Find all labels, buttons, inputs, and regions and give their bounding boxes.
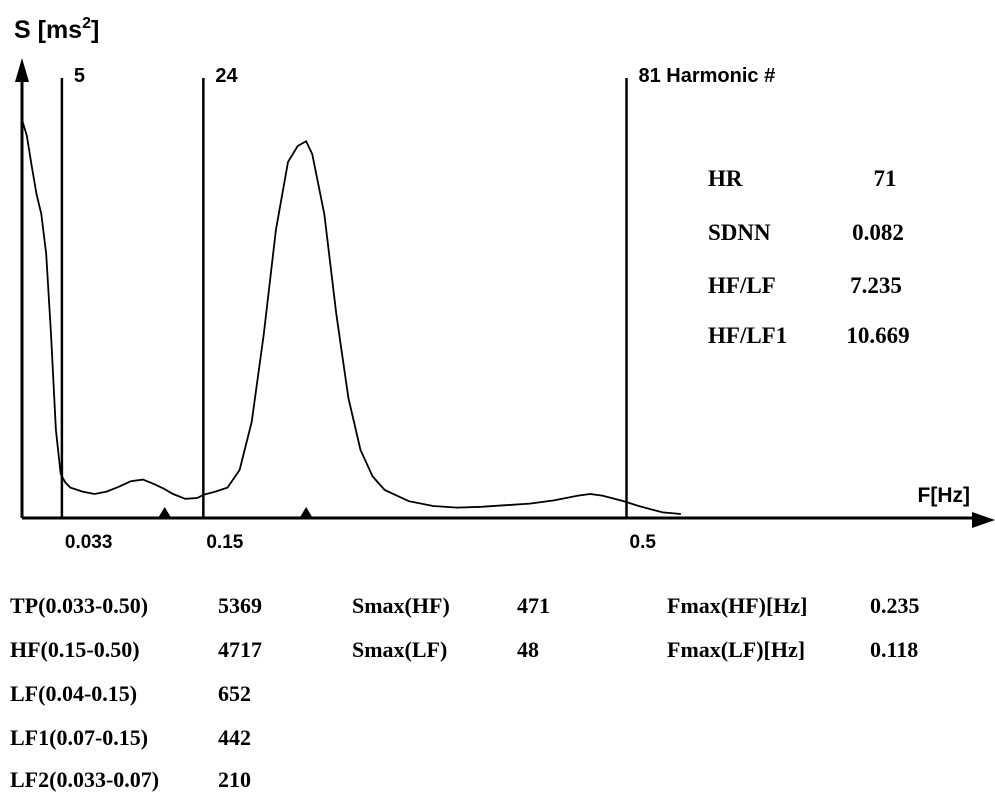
hf-lf-label: HF/LF (708, 273, 776, 298)
fmax-hf-label: Fmax(HF)[Hz] (667, 593, 808, 618)
y-axis-label: S [ms2] (14, 15, 99, 44)
hf-lf1-label: HF/LF1 (708, 323, 787, 348)
fmax-lf-value: 0.118 (870, 637, 919, 662)
fmax-hf-value: 0.235 (870, 593, 920, 618)
hr-value: 71 (874, 166, 897, 191)
spectrum-chart: S [ms2] F[Hz] 5 24 81 Harmonic # 0.033 0.15… (14, 15, 995, 553)
x-axis-arrow (972, 512, 995, 528)
x-tick-labels: 0.033 0.15 0.5 (65, 532, 656, 553)
hf-lf-value: 7.235 (850, 273, 902, 298)
smax-hf-value: 471 (517, 593, 550, 618)
x-tick-label-0: 0.033 (65, 532, 113, 553)
x-axis-label: F[Hz] (918, 484, 970, 507)
lf1-value: 442 (218, 725, 251, 750)
peak-marker-1 (300, 507, 313, 517)
lf-label: LF(0.04-0.15) (10, 681, 138, 706)
fmax-lf-label: Fmax(LF)[Hz] (667, 637, 806, 662)
y-axis-arrow (15, 58, 29, 82)
hf-label: HF(0.15-0.50) (10, 637, 140, 662)
harmonic-label-0: 5 (74, 65, 85, 87)
hr-label: HR (708, 166, 743, 191)
hf-lf1-value: 10.669 (846, 323, 909, 348)
tp-label: TP(0.033-0.50) (10, 593, 149, 618)
x-tick-label-1: 0.15 (206, 532, 243, 553)
spectrum-line (21, 119, 681, 515)
peak-markers (158, 507, 313, 517)
lf2-label: LF2(0.033-0.07) (10, 767, 160, 792)
harmonic-lines: 5 24 81 Harmonic # (60, 65, 776, 518)
x-tick-label-2: 0.5 (630, 532, 657, 553)
stats-table: HR 71 SDNN 0.082 HF/LF 7.235 HF/LF1 10.6… (708, 166, 910, 348)
sdnn-label: SDNN (708, 220, 771, 245)
harmonic-label-2: 81 Harmonic # (639, 65, 776, 87)
lf-value: 652 (218, 681, 251, 706)
smax-lf-label: Smax(LF) (352, 637, 448, 662)
smax-lf-value: 48 (517, 637, 539, 662)
hf-value: 4717 (218, 637, 262, 662)
tp-value: 5369 (218, 593, 262, 618)
smax-hf-label: Smax(HF) (352, 593, 450, 618)
lf2-value: 210 (218, 767, 251, 792)
lf1-label: LF1(0.07-0.15) (10, 725, 149, 750)
peak-marker-0 (158, 507, 171, 517)
sdnn-value: 0.082 (852, 220, 904, 245)
harmonic-label-1: 24 (215, 65, 238, 87)
